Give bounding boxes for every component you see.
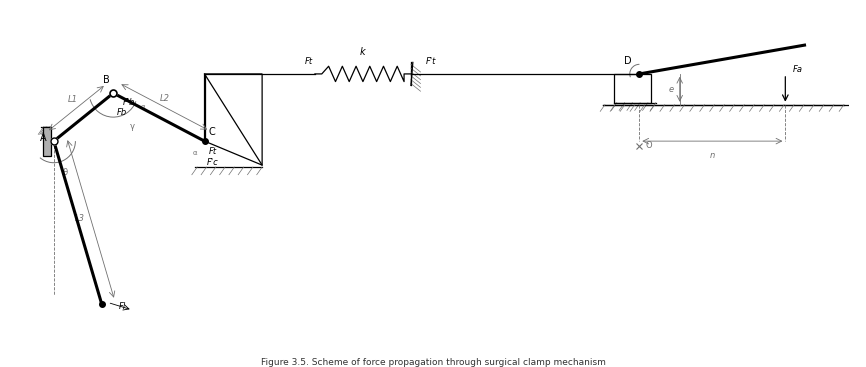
- Text: F't: F't: [425, 57, 436, 66]
- Text: n: n: [710, 151, 715, 160]
- Text: C: C: [209, 127, 215, 137]
- Text: k: k: [360, 47, 365, 57]
- Text: Fb: Fb: [117, 109, 127, 117]
- Text: F'b: F'b: [123, 98, 135, 107]
- Text: γ: γ: [130, 122, 135, 131]
- Text: O: O: [645, 141, 652, 150]
- Text: Ft: Ft: [209, 147, 216, 156]
- Bar: [43, 127, 51, 156]
- Text: Ft: Ft: [305, 57, 313, 66]
- Text: F'c: F'c: [206, 159, 218, 167]
- Bar: [615, 74, 651, 103]
- Text: D: D: [624, 56, 631, 66]
- Text: e: e: [669, 85, 674, 94]
- Text: L2: L2: [159, 94, 169, 103]
- Text: Fl: Fl: [120, 302, 126, 311]
- Text: L3: L3: [75, 214, 85, 224]
- Text: Figure 3.5. Scheme of force propagation through surgical clamp mechanism: Figure 3.5. Scheme of force propagation …: [261, 358, 605, 367]
- Text: B: B: [103, 76, 109, 86]
- Text: α: α: [140, 103, 145, 110]
- Text: L1: L1: [68, 95, 77, 104]
- Text: Fa: Fa: [793, 65, 803, 74]
- Text: A: A: [40, 133, 46, 143]
- Text: α: α: [192, 150, 197, 156]
- Text: θ: θ: [62, 168, 68, 177]
